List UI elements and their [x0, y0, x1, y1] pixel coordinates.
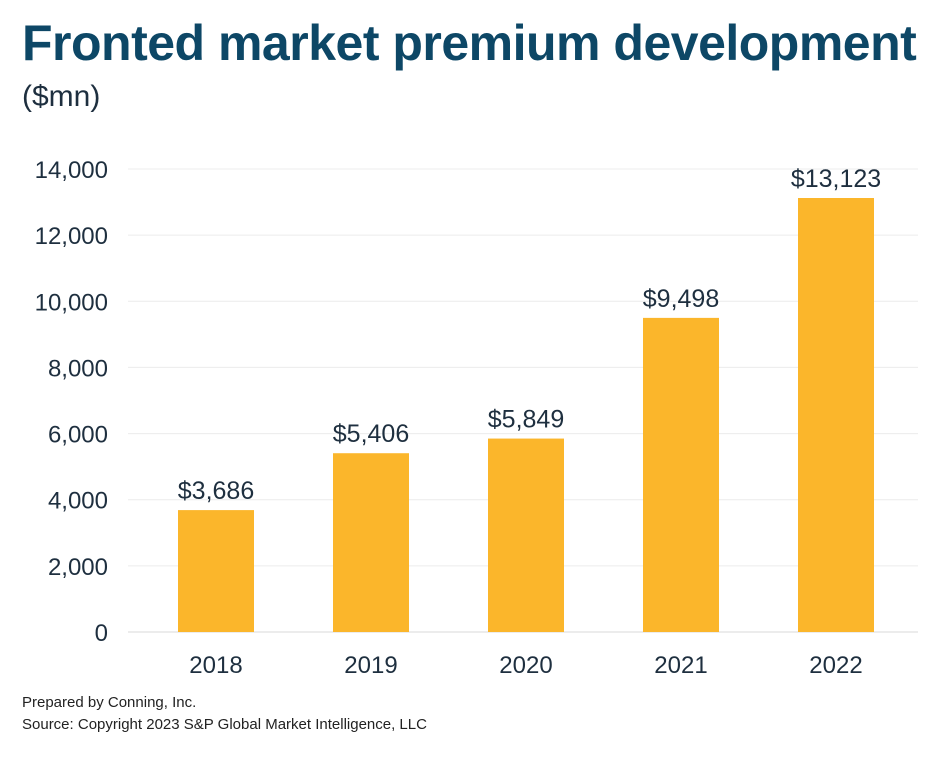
data-label-2018: $3,686: [178, 477, 254, 505]
prepared-by-note: Prepared by Conning, Inc.: [22, 694, 197, 711]
y-tick-label: 10,000: [35, 289, 108, 316]
y-axis: 0 2,000 4,000 6,000 8,000 10,000 12,000 14,000: [35, 157, 108, 647]
y-tick-label: 6,000: [48, 422, 108, 449]
x-tick-label-2019: 2019: [344, 652, 397, 679]
data-label-2020: $5,849: [488, 406, 564, 434]
x-tick-label-2018: 2018: [189, 652, 242, 679]
chart-subtitle: ($mn): [22, 80, 101, 113]
y-tick-label: 4,000: [48, 488, 108, 515]
y-tick-label: 14,000: [35, 157, 108, 184]
data-label-2021: $9,498: [643, 285, 719, 313]
data-label-2019: $5,406: [333, 420, 409, 448]
y-tick-label: 2,000: [48, 554, 108, 581]
x-tick-label-2022: 2022: [809, 652, 862, 679]
data-labels: $3,686 $5,406 $5,849 $9,498 $13,123: [178, 165, 881, 505]
x-tick-label-2021: 2021: [654, 652, 707, 679]
y-tick-label: 8,000: [48, 355, 108, 382]
bar-2020: [488, 438, 564, 632]
bar-chart: 02,0004,0006,0008,00010,00012,00014,000 …: [35, 157, 918, 679]
source-note: Source: Copyright 2023 S&P Global Market…: [22, 716, 427, 733]
bar-2022: [798, 198, 874, 632]
chart-title: Fronted market premium development: [22, 15, 917, 71]
bar-2018: [178, 510, 254, 632]
bar-2019: [333, 453, 409, 632]
y-tick-label: 12,000: [35, 223, 108, 250]
y-tick-label: 0: [95, 620, 108, 647]
data-label-2022: $13,123: [791, 165, 881, 193]
bar-2021: [643, 317, 719, 632]
bars: [178, 198, 874, 632]
x-axis: 2018 2019 2020 2021 2022: [189, 652, 862, 679]
x-tick-label-2020: 2020: [499, 652, 552, 679]
